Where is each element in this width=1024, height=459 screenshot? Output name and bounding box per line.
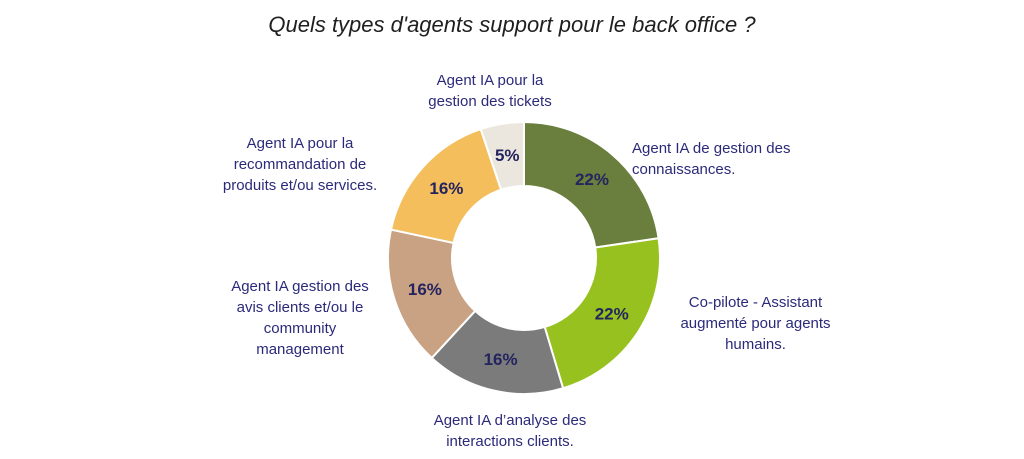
donut-slice-1 bbox=[543, 237, 661, 390]
chart-title: Quels types d'agents support pour le bac… bbox=[268, 12, 756, 37]
donut-slice-0 bbox=[523, 120, 660, 249]
slice-label-gestion-connaissances: Agent IA de gestion des connaissances. bbox=[632, 140, 791, 178]
slice-percent-label-5: 5% bbox=[495, 146, 520, 165]
slice-label-analyse-interactions: Agent IA d’analyse des interactions clie… bbox=[433, 412, 587, 450]
slice-label-recommandation: Agent IA pour la recommandation de produ… bbox=[222, 135, 378, 194]
slice-percent-label-4: 16% bbox=[429, 179, 463, 198]
slice-percent-label-1: 22% bbox=[595, 304, 629, 323]
slice-label-gestion-tickets: Agent IA pour la gestion des tickets bbox=[428, 72, 552, 110]
slice-percent-label-3: 16% bbox=[408, 280, 442, 299]
slice-percent-label-2: 16% bbox=[484, 350, 518, 369]
slice-label-co-pilote: Co-pilote - Assistant augmenté pour agen… bbox=[680, 294, 831, 353]
donut-slice-5 bbox=[479, 120, 525, 192]
slice-label-avis-clients: Agent IA gestion des avis clients et/ou … bbox=[231, 278, 369, 358]
slice-percent-label-0: 22% bbox=[575, 170, 609, 189]
